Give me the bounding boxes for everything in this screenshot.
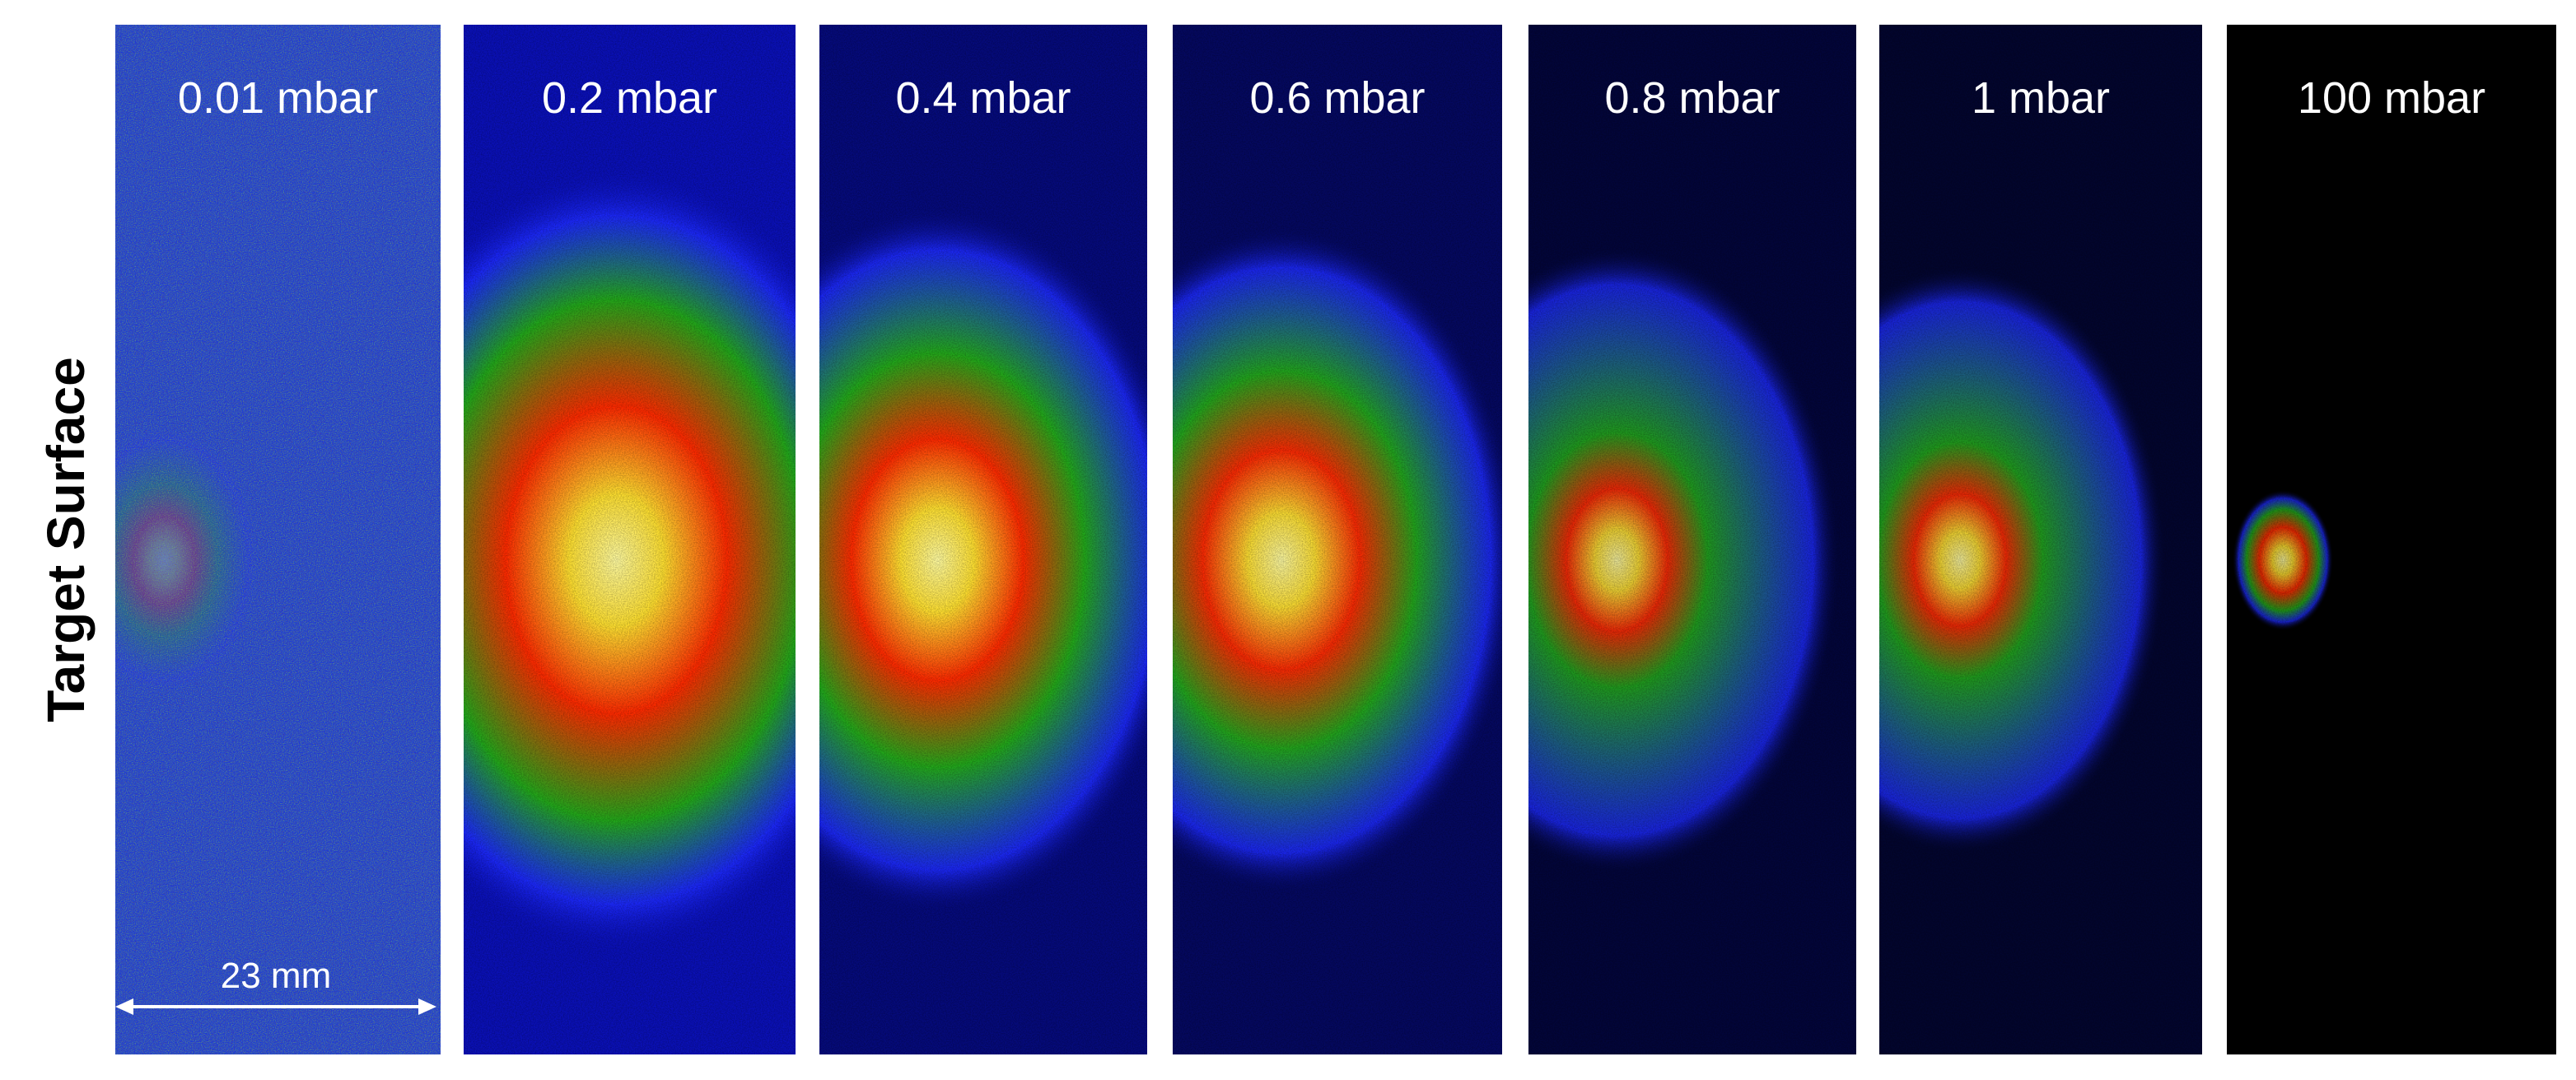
plume-image <box>2227 25 2556 1054</box>
pressure-label: 100 mbar <box>2297 73 2486 123</box>
scale-bar: 23 mm <box>115 956 436 1022</box>
pressure-panel: 1 mbar <box>1879 25 2202 1054</box>
speckle-noise <box>464 25 796 1054</box>
pressure-label: 1 mbar <box>1971 73 2111 123</box>
speckle-noise <box>819 25 1147 1054</box>
plume-image <box>1528 25 1856 1054</box>
pressure-panel: 100 mbar <box>2227 25 2556 1054</box>
plume-image <box>115 25 441 1054</box>
pressure-panel: 0.8 mbar <box>1528 25 1856 1054</box>
plume-image <box>819 25 1147 1054</box>
scale-bar-label: 23 mm <box>220 956 332 996</box>
plume-image <box>1879 25 2202 1054</box>
scale-bar-arrow <box>115 998 436 1015</box>
plume-image <box>1173 25 1502 1054</box>
speckle-noise <box>1879 25 2202 1054</box>
pressure-panel: 0.2 mbar <box>464 25 796 1054</box>
pressure-label: 0.01 mbar <box>177 73 379 123</box>
speckle-noise <box>2227 25 2556 1054</box>
pressure-label: 0.2 mbar <box>541 73 718 123</box>
pressure-label: 0.8 mbar <box>1604 73 1780 123</box>
plume-image <box>464 25 796 1054</box>
pressure-panel: 0.01 mbar <box>115 25 441 1054</box>
pressure-panel: 0.6 mbar <box>1173 25 1502 1054</box>
pressure-label: 0.4 mbar <box>895 73 1071 123</box>
pressure-panel: 0.4 mbar <box>819 25 1147 1054</box>
target-surface-label: Target Surface <box>36 357 96 722</box>
speckle-noise <box>115 25 441 1054</box>
speckle-noise <box>1528 25 1856 1054</box>
speckle-noise <box>1173 25 1502 1054</box>
pressure-label: 0.6 mbar <box>1249 73 1426 123</box>
